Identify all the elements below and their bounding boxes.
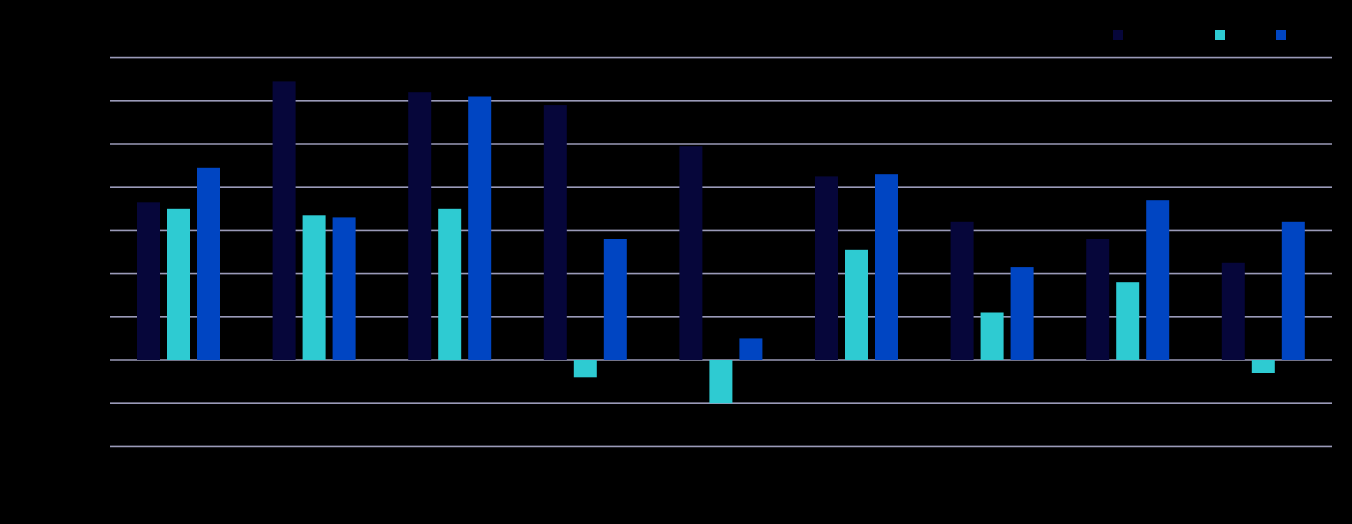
- bar-series-3: [1281, 221, 1305, 360]
- category-group: [543, 105, 627, 378]
- bar-series-1: [408, 92, 432, 360]
- bar-series-2: [845, 249, 868, 360]
- category-group: [1221, 221, 1305, 373]
- bars: [137, 81, 1305, 404]
- category-group: [137, 167, 220, 360]
- bar-series-1: [272, 81, 296, 361]
- bar-series-2: [302, 215, 326, 360]
- category-group: [408, 92, 492, 360]
- category-group: [815, 174, 898, 360]
- bar-series-3: [739, 338, 763, 360]
- bar-series-3: [875, 174, 898, 360]
- bar-series-3: [1146, 200, 1170, 360]
- category-group: [1086, 200, 1170, 360]
- bar-series-3: [1010, 267, 1034, 360]
- bar-series-2: [573, 360, 597, 378]
- bar-series-2: [438, 208, 462, 360]
- bar-series-2: [1116, 282, 1140, 360]
- bar-series-1: [1086, 239, 1110, 360]
- legend-swatch-series-2: [1215, 30, 1225, 40]
- bar-series-1: [679, 146, 703, 360]
- bar-series-1: [1221, 262, 1245, 360]
- bar-series-2: [167, 208, 190, 360]
- bar-series-3: [468, 96, 492, 360]
- bar-series-1: [815, 176, 838, 360]
- bar-series-3: [603, 239, 627, 360]
- bar-series-2: [1251, 360, 1275, 373]
- bar-series-2: [980, 312, 1004, 360]
- legend-swatch-series-3: [1276, 30, 1286, 40]
- bar-series-2: [709, 360, 733, 404]
- bar-series-1: [950, 221, 974, 360]
- bar-series-3: [332, 217, 356, 360]
- plot-background: [8, 8, 1344, 511]
- legend: [1113, 30, 1286, 40]
- bar-series-3: [197, 167, 220, 360]
- legend-swatch-series-1: [1113, 30, 1123, 40]
- bar-series-1: [543, 105, 567, 360]
- category-group: [272, 81, 356, 361]
- category-group: [679, 146, 763, 404]
- bar-series-1: [137, 202, 160, 360]
- category-group: [950, 221, 1034, 360]
